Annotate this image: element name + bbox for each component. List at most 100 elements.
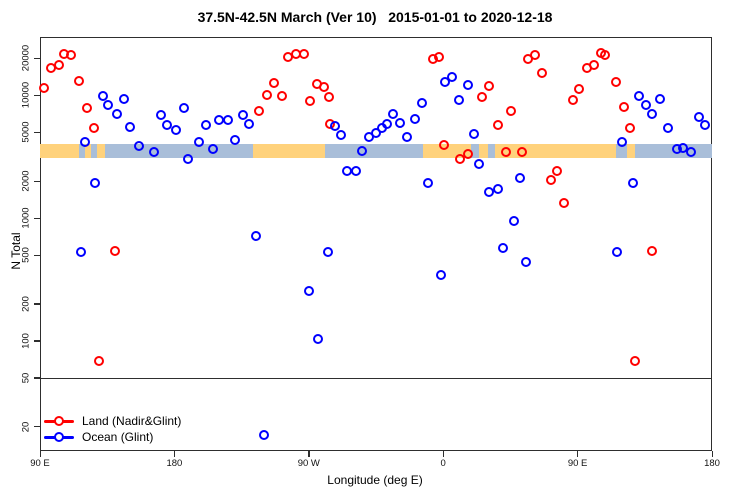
ocean-data-point [627, 178, 638, 189]
ocean-data-point [647, 108, 658, 119]
ocean-data-point [655, 93, 666, 104]
ocean-data-point [492, 184, 503, 195]
ocean-data-point [244, 118, 255, 129]
ocean-data-point [303, 286, 314, 297]
x-tick-label: 90 E [567, 458, 588, 469]
ocean-data-point [341, 165, 352, 176]
ocean-data-point [436, 269, 447, 280]
ocean-data-point [194, 137, 205, 148]
ocean-data-point [700, 119, 711, 130]
ocean-data-point [118, 93, 129, 104]
land-segment [84, 144, 92, 158]
land-data-point [276, 91, 287, 102]
ocean-segment [470, 144, 480, 158]
ocean-data-point [381, 118, 392, 129]
x-tick [577, 451, 579, 457]
legend-land-circle-icon [54, 416, 64, 426]
x-tick [442, 451, 444, 457]
ocean-segment [78, 144, 85, 158]
x-tick [711, 451, 713, 457]
ocean-data-point [351, 165, 362, 176]
ocean-segment [104, 144, 253, 158]
ocean-data-point [388, 109, 399, 120]
ocean-data-point [462, 79, 473, 90]
ocean-data-point [125, 121, 136, 132]
land-data-point [254, 106, 265, 117]
ocean-data-point [612, 247, 623, 258]
land-data-point [39, 82, 50, 93]
land-data-point [463, 148, 474, 159]
ocean-data-point [330, 120, 341, 131]
ocean-segment [324, 144, 424, 158]
ocean-data-point [179, 102, 190, 113]
ocean-data-point [514, 172, 525, 183]
ocean-data-point [634, 91, 645, 102]
ocean-segment [91, 144, 98, 158]
land-segment [252, 144, 325, 158]
y-tick-label: 20 [20, 421, 32, 432]
ocean-data-point [237, 110, 248, 121]
ocean-data-point [149, 147, 160, 158]
land-data-point [530, 50, 541, 61]
land-data-point [630, 355, 641, 366]
land-data-point [476, 92, 487, 103]
land-data-point [506, 106, 517, 117]
land-data-point [74, 76, 85, 87]
y-tick-label: 10000 [20, 82, 32, 109]
ocean-segment [616, 144, 628, 158]
ocean-data-point [417, 97, 428, 108]
land-data-point [647, 246, 658, 257]
land-data-point [81, 102, 92, 113]
ocean-data-point [509, 216, 520, 227]
legend-land-label: Land (Nadir&Glint) [82, 414, 182, 428]
y-tick [34, 131, 40, 134]
land-data-point [536, 67, 547, 78]
land-data-point [455, 153, 466, 164]
ocean-data-point [322, 247, 333, 258]
y-tick-label: 50 [20, 372, 32, 384]
y-tick [34, 254, 40, 256]
ocean-data-point [686, 147, 697, 158]
ocean-segment [488, 144, 496, 158]
ocean-data-point [98, 91, 109, 102]
land-data-point [298, 49, 309, 60]
land-data-point [552, 165, 563, 176]
land-segment [627, 144, 636, 158]
ocean-data-point [182, 153, 193, 164]
x-tick [39, 451, 41, 457]
ocean-data-point [357, 146, 368, 157]
x-tick-label: 90 E [30, 458, 50, 469]
y-tick-label: 5000 [20, 121, 32, 143]
x-tick [308, 451, 310, 457]
x-tick-label: 180 [704, 458, 720, 469]
ocean-data-point [111, 108, 122, 119]
land-data-point [546, 175, 557, 186]
land-data-point [93, 355, 104, 366]
x-tick-label: 0 [440, 458, 446, 469]
ocean-data-point [662, 122, 673, 133]
land-data-point [269, 77, 280, 88]
chart-title: 37.5N-42.5N March (Ver 10) 2015-01-01 to… [197, 9, 553, 25]
y-tick-label: 1000 [20, 207, 32, 229]
ocean-data-point [447, 72, 458, 83]
land-data-point [558, 198, 569, 209]
land-segment [97, 144, 105, 158]
legend-ocean-circle-icon [54, 432, 64, 442]
y-tick-label: 20000 [20, 45, 32, 72]
ocean-data-point [90, 178, 101, 189]
y-tick-label: 2000 [20, 170, 32, 192]
land-segment [495, 144, 617, 158]
y-tick [34, 303, 40, 305]
y-tick-label: 500 [20, 247, 32, 263]
y-tick [34, 377, 40, 379]
ocean-data-point [162, 119, 173, 130]
x-tick-label: 90 W [297, 458, 320, 469]
y-tick-label: 200 [20, 295, 32, 312]
ocean-data-point [201, 119, 212, 130]
land-data-point [492, 119, 503, 130]
land-data-point [434, 52, 445, 63]
land-data-point [110, 246, 121, 257]
x-tick-label: 180 [166, 458, 183, 469]
land-segment [479, 144, 488, 158]
